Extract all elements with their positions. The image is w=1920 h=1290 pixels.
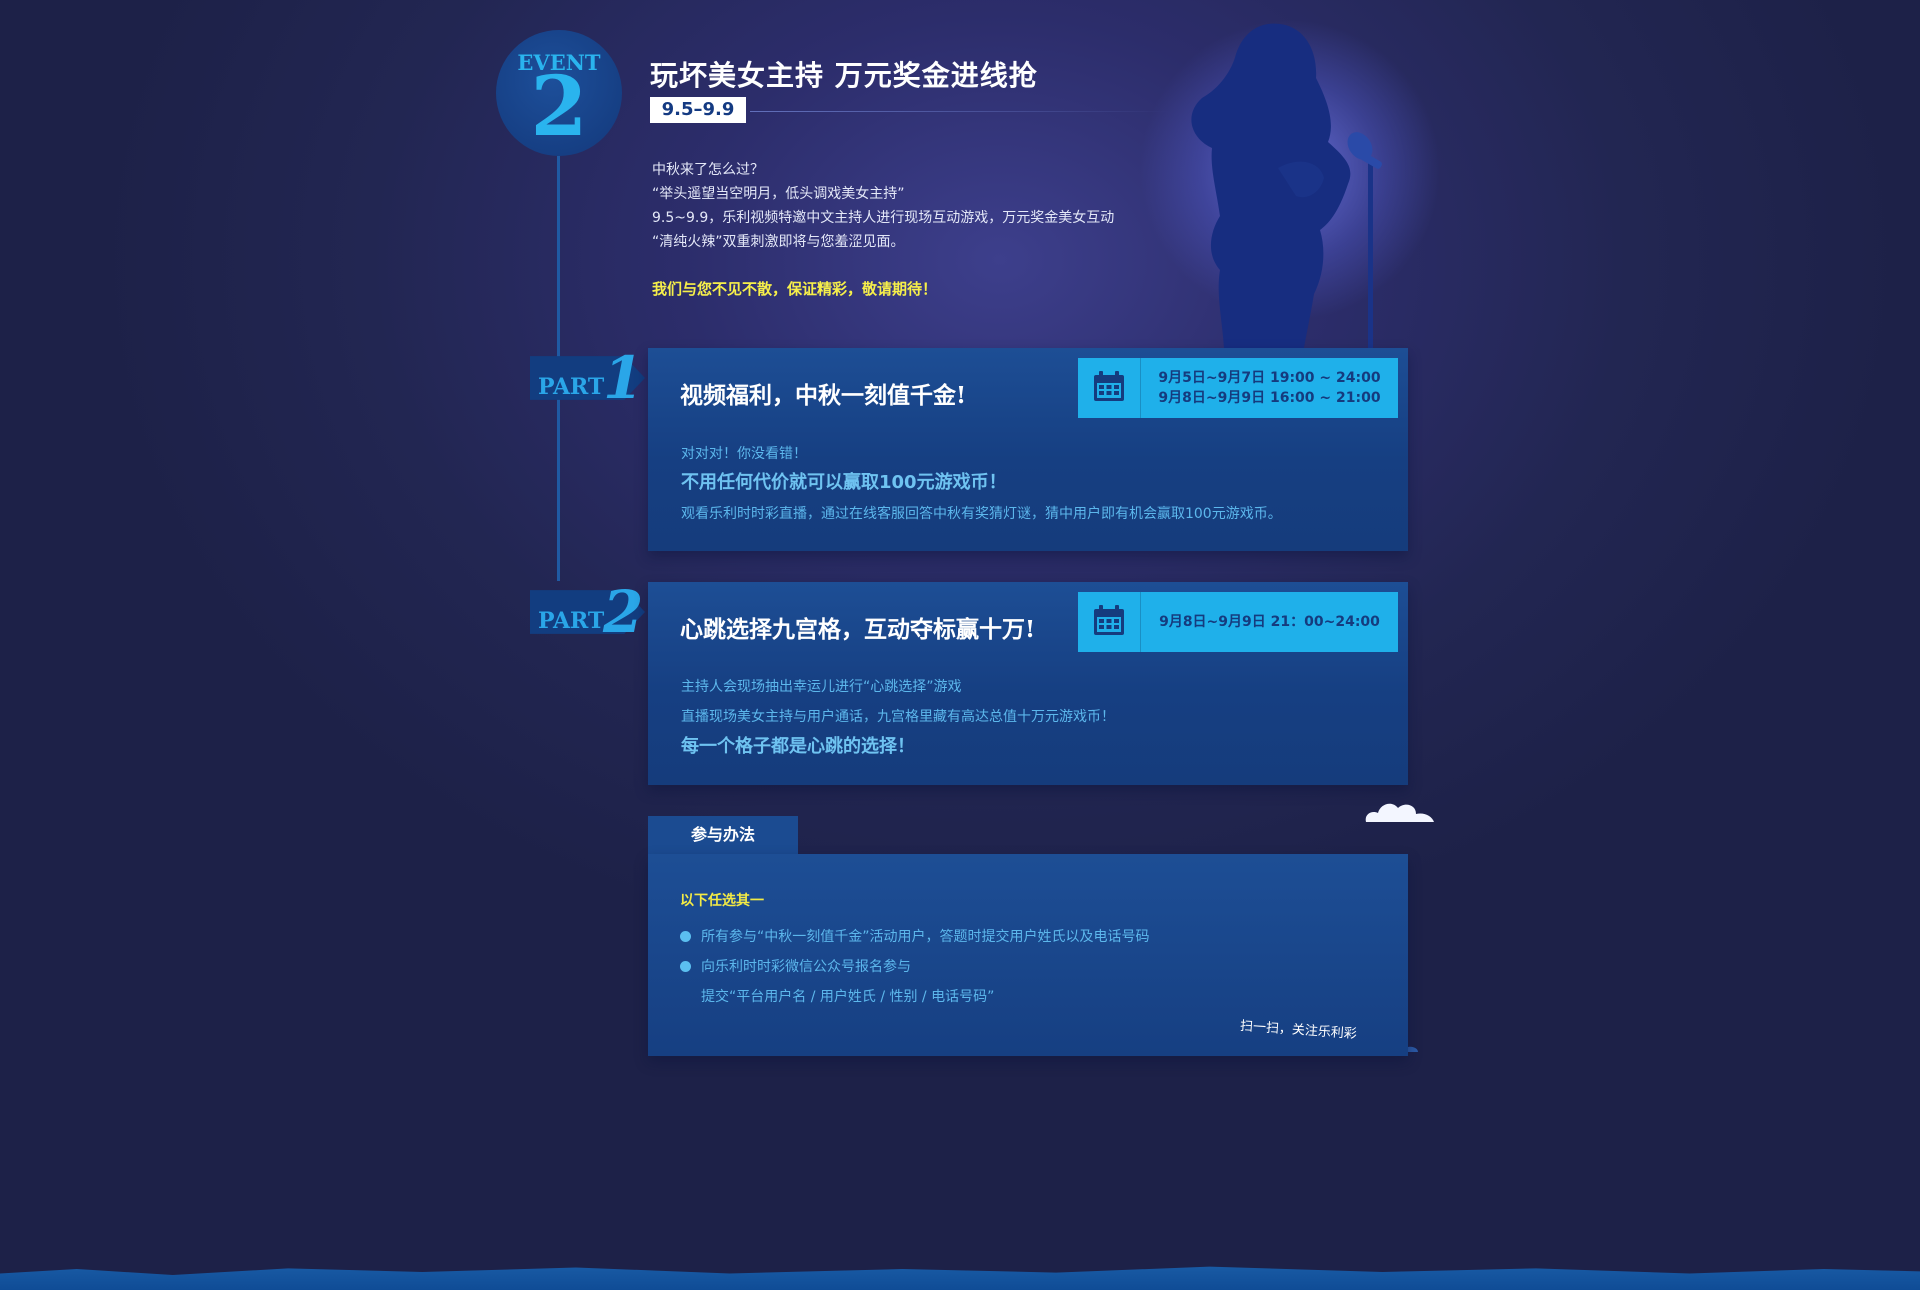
cloud-icon bbox=[1365, 803, 1434, 822]
event-number: 2 bbox=[530, 59, 588, 155]
part-1-card: 视频福利，中秋一刻值千金! 9月5日~9月7日 19:00 ~ 24:00 9月… bbox=[648, 348, 1408, 551]
event-badge: EVENT 2 bbox=[496, 30, 622, 156]
method-item: 所有参与“中秋一刻值千金”活动用户，答题时提交用户姓氏以及电话号码 bbox=[680, 926, 1150, 946]
intro-line: 9.5~9.9，乐利视频特邀中文主持人进行现场互动游戏，万元奖金美女互动 bbox=[652, 210, 1115, 226]
method-item-text: 向乐利时时彩微信公众号报名参与 bbox=[701, 959, 911, 975]
time-line: 9月5日~9月7日 19:00 ~ 24:00 bbox=[1158, 370, 1381, 386]
intro-text: 中秋来了怎么过？ “举头遥望当空明月，低头调戏美女主持” 9.5~9.9，乐利视… bbox=[652, 158, 1172, 254]
part-2-strong: 每一个格子都是心跳的选择！ bbox=[681, 736, 915, 757]
method-sub-item: 提交“平台用户名 / 用户姓氏 / 性别 / 电话号码” bbox=[701, 989, 995, 1005]
part-2-label: PART 2 bbox=[530, 580, 645, 644]
singer-silhouette-icon bbox=[1191, 23, 1382, 348]
part-word: PART bbox=[538, 608, 605, 634]
part-2-times: 9月8日~9月9日 21：00~24:00 bbox=[1141, 592, 1398, 652]
page-title: 玩坏美女主持 万元奖金进线抢 bbox=[650, 59, 1038, 92]
method-item: 向乐利时时彩微信公众号报名参与 bbox=[680, 956, 911, 976]
part-word: PART bbox=[538, 374, 605, 400]
calendar-icon bbox=[1078, 358, 1141, 418]
tab-participation[interactable]: 参与办法 bbox=[648, 816, 798, 854]
part-1-label: PART 1 bbox=[530, 346, 645, 410]
part-1-title: 视频福利，中秋一刻值千金! bbox=[680, 382, 967, 409]
method-head: 以下任选其一 bbox=[680, 893, 764, 909]
bullet-dot-icon bbox=[680, 931, 691, 942]
part-2-card: 心跳选择九宫格，互动夺标赢十万! 9月8日~9月9日 21：00~24:00 主… bbox=[648, 582, 1408, 785]
participation-card: 以下任选其一 所有参与“中秋一刻值千金”活动用户，答题时提交用户姓氏以及电话号码… bbox=[648, 854, 1408, 1056]
time-line: 9月8日~9月9日 16:00 ~ 21:00 bbox=[1158, 390, 1381, 406]
part-1-times: 9月5日~9月7日 19:00 ~ 24:00 9月8日~9月9日 16:00 … bbox=[1141, 358, 1398, 418]
part-2-title: 心跳选择九宫格，互动夺标赢十万! bbox=[680, 616, 1036, 643]
method-item-text: 所有参与“中秋一刻值千金”活动用户，答题时提交用户姓氏以及电话号码 bbox=[701, 929, 1150, 945]
intro-highlight: 我们与您不见不散，保证精彩，敬请期待！ bbox=[652, 280, 938, 298]
part-2-time-box: 9月8日~9月9日 21：00~24:00 bbox=[1078, 592, 1398, 652]
part-1-time-box: 9月5日~9月7日 19:00 ~ 24:00 9月8日~9月9日 16:00 … bbox=[1078, 358, 1398, 418]
calendar-icon bbox=[1078, 592, 1141, 652]
bullet-dot-icon bbox=[680, 961, 691, 972]
title-divider bbox=[750, 111, 1170, 112]
bottom-ink-strip bbox=[0, 1266, 1920, 1290]
part-number: 1 bbox=[603, 344, 644, 412]
date-badge: 9.5–9.9 bbox=[650, 97, 746, 123]
intro-line: 中秋来了怎么过？ bbox=[652, 162, 764, 178]
part-1-strong: 不用任何代价就可以赢取100元游戏币！ bbox=[681, 472, 1007, 493]
part-1-line1: 对对对！你没看错！ bbox=[681, 446, 807, 462]
intro-line: “清纯火辣”双重刺激即将与您羞涩见面。 bbox=[652, 234, 905, 250]
part-1-line2: 观看乐利时时彩直播，通过在线客服回答中秋有奖猜灯谜，猜中用户即有机会赢取100元… bbox=[681, 506, 1282, 522]
part-2-line1: 主持人会现场抽出幸运儿进行“心跳选择”游戏 bbox=[681, 679, 962, 695]
part-number: 2 bbox=[603, 578, 644, 646]
time-line: 9月8日~9月9日 21：00~24:00 bbox=[1159, 614, 1380, 630]
event-word: EVENT bbox=[517, 50, 601, 75]
intro-line: “举头遥望当空明月，低头调戏美女主持” bbox=[652, 186, 905, 202]
part-2-line2: 直播现场美女主持与用户通话，九宫格里藏有高达总值十万元游戏币！ bbox=[681, 709, 1115, 725]
